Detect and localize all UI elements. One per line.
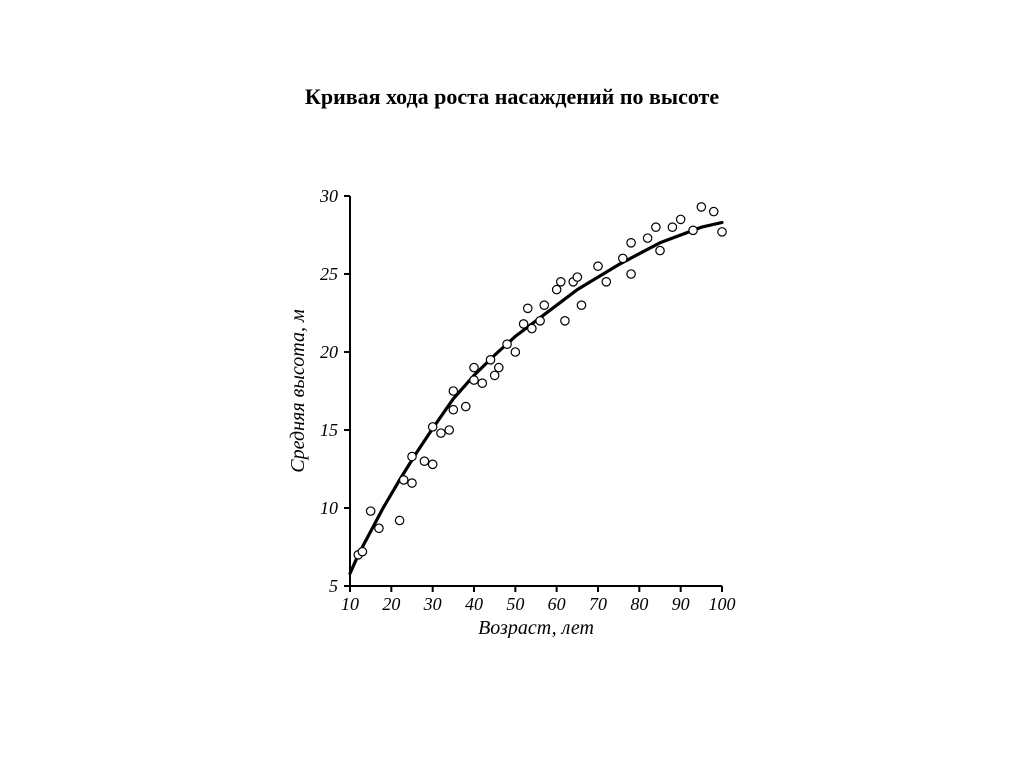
chart-title: Кривая хода роста насаждений по высоте bbox=[0, 84, 1024, 110]
data-point bbox=[710, 207, 718, 215]
data-point bbox=[643, 234, 651, 242]
svg-text:20: 20 bbox=[320, 342, 338, 362]
data-point bbox=[408, 452, 416, 460]
data-point bbox=[395, 516, 403, 524]
data-point bbox=[594, 262, 602, 270]
data-point bbox=[552, 285, 560, 293]
svg-text:30: 30 bbox=[423, 594, 442, 614]
data-point bbox=[689, 226, 697, 234]
data-point bbox=[420, 457, 428, 465]
data-point bbox=[528, 324, 536, 332]
data-point bbox=[652, 223, 660, 231]
data-point bbox=[540, 301, 548, 309]
svg-text:50: 50 bbox=[506, 594, 524, 614]
data-point bbox=[428, 460, 436, 468]
data-point bbox=[577, 301, 585, 309]
data-point bbox=[668, 223, 676, 231]
data-point bbox=[519, 320, 527, 328]
svg-text:20: 20 bbox=[382, 594, 400, 614]
data-point bbox=[602, 278, 610, 286]
data-point bbox=[524, 304, 532, 312]
svg-text:90: 90 bbox=[672, 594, 690, 614]
data-point bbox=[437, 429, 445, 437]
growth-curve-chart: 51015202530102030405060708090100Возраст,… bbox=[282, 178, 742, 638]
svg-text:15: 15 bbox=[320, 420, 338, 440]
data-point bbox=[718, 228, 726, 236]
svg-text:40: 40 bbox=[465, 594, 483, 614]
data-point bbox=[490, 371, 498, 379]
svg-text:5: 5 bbox=[329, 576, 338, 596]
growth-curve bbox=[350, 223, 722, 574]
data-point bbox=[536, 317, 544, 325]
data-point bbox=[495, 363, 503, 371]
data-point bbox=[470, 363, 478, 371]
svg-text:100: 100 bbox=[709, 594, 736, 614]
data-point bbox=[428, 423, 436, 431]
data-point bbox=[486, 356, 494, 364]
data-point bbox=[511, 348, 519, 356]
data-point bbox=[656, 246, 664, 254]
data-point bbox=[462, 402, 470, 410]
data-point bbox=[573, 273, 581, 281]
data-point bbox=[408, 479, 416, 487]
data-point bbox=[478, 379, 486, 387]
svg-text:60: 60 bbox=[548, 594, 566, 614]
data-point bbox=[676, 215, 684, 223]
data-point bbox=[557, 278, 565, 286]
svg-text:10: 10 bbox=[320, 498, 338, 518]
data-point bbox=[375, 524, 383, 532]
data-point bbox=[503, 340, 511, 348]
y-axis-label: Средняя высота, м bbox=[287, 309, 309, 473]
data-point bbox=[445, 426, 453, 434]
data-point bbox=[470, 376, 478, 384]
data-point bbox=[619, 254, 627, 262]
data-point bbox=[627, 270, 635, 278]
data-point bbox=[366, 507, 374, 515]
data-point bbox=[449, 387, 457, 395]
svg-text:25: 25 bbox=[320, 264, 338, 284]
data-point bbox=[627, 239, 635, 247]
svg-text:10: 10 bbox=[341, 594, 359, 614]
x-axis-label: Возраст, лет bbox=[478, 617, 594, 638]
chart-svg: 51015202530102030405060708090100Возраст,… bbox=[282, 178, 742, 638]
svg-text:30: 30 bbox=[319, 186, 338, 206]
svg-text:80: 80 bbox=[630, 594, 648, 614]
svg-text:70: 70 bbox=[589, 594, 607, 614]
data-point bbox=[358, 547, 366, 555]
data-point bbox=[400, 476, 408, 484]
data-point bbox=[561, 317, 569, 325]
data-point bbox=[449, 406, 457, 414]
data-point bbox=[697, 203, 705, 211]
